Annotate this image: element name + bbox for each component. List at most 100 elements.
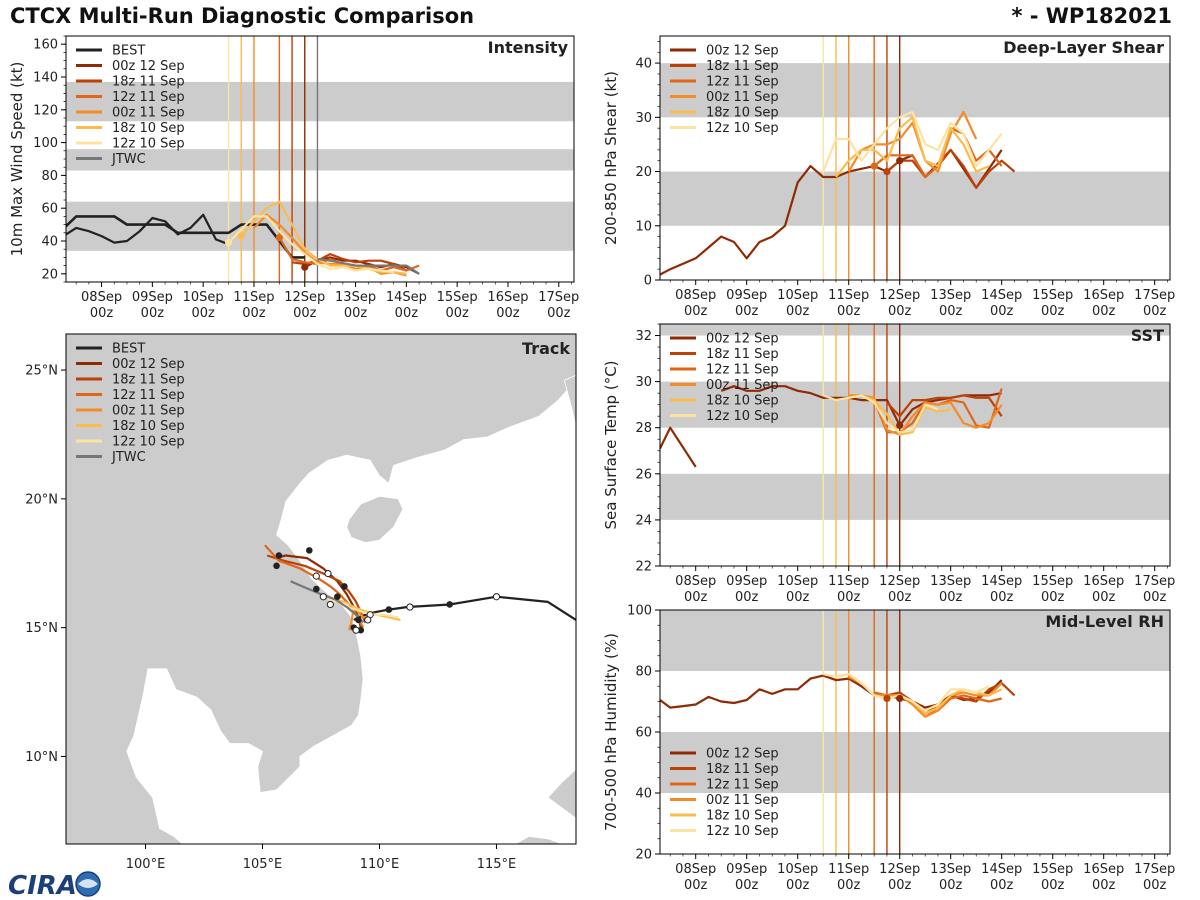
x-tick-date: 12Sep — [879, 862, 920, 877]
x-tick-label: 12Sep 00z — [879, 862, 920, 893]
x-tick-label: 13Sep 00z — [930, 862, 971, 893]
x-tick-hour: 00z — [1092, 590, 1116, 605]
track-point-open — [364, 616, 372, 624]
x-tick-hour: 00z — [990, 304, 1014, 319]
x-tick-date: 16Sep — [1083, 862, 1124, 877]
band — [660, 324, 1170, 336]
legend-label-12z-11-sep: 12z 11 Sep — [706, 778, 779, 793]
y-tick-label: 32 — [635, 329, 652, 344]
marker-12z-11-sep — [275, 234, 283, 242]
legend-label-00z-12-sep: 00z 12 Sep — [706, 44, 779, 59]
x-tick-label: 08Sep 00z — [675, 288, 716, 319]
x-tick-label: 09Sep 00z — [726, 574, 767, 605]
x-tick-hour: 00z — [786, 590, 810, 605]
marker-18z-11-sep — [883, 694, 891, 703]
x-tick-hour: 00z — [1092, 878, 1116, 893]
x-tick-label: 11Sep 00z — [233, 290, 274, 321]
legend-label-00z-11-sep: 00z 11 Sep — [112, 404, 185, 419]
x-tick-date: 08Sep — [675, 574, 716, 589]
x-tick-label: 10Sep 00z — [777, 574, 818, 605]
x-tick-hour: 00z — [293, 306, 317, 321]
x-tick-hour: 00z — [191, 306, 215, 321]
x-tick-date: 12Sep — [879, 574, 920, 589]
x-tick-label: 13Sep 00z — [930, 288, 971, 319]
band — [660, 610, 1170, 671]
x-tick-label: 15Sep 00z — [1032, 862, 1073, 893]
x-tick-date: 14Sep — [981, 574, 1022, 589]
x-tick-date: 14Sep — [981, 862, 1022, 877]
legend-label-00z-11-sep: 00z 11 Sep — [706, 90, 779, 105]
x-tick-hour: 00z — [837, 304, 861, 319]
legend-label-00z-11-sep: 00z 11 Sep — [112, 106, 185, 121]
x-tick-date: 09Sep — [726, 574, 767, 589]
y-tick-label: 60 — [41, 202, 58, 217]
series-12z-10-sep — [822, 110, 1003, 173]
y-tick-label: 30 — [635, 111, 652, 126]
legend-label-jtwc: JTWC — [111, 152, 146, 167]
x-tick-hour: 00z — [684, 304, 708, 319]
x-tick-date: 09Sep — [726, 288, 767, 303]
track-point-open — [406, 603, 414, 611]
track-point-open — [492, 593, 501, 601]
track-point-filled — [446, 601, 453, 608]
x-tick-hour: 00z — [990, 878, 1014, 893]
x-tick-date: 08Sep — [81, 290, 122, 305]
marker-00z-12-sep — [896, 694, 904, 703]
x-tick-label: 10Sep 00z — [777, 288, 818, 319]
x-tick-label: 16Sep 00z — [487, 290, 528, 321]
x-tick-date: 08Sep — [675, 288, 716, 303]
y-tick-label: 100 — [33, 136, 58, 151]
track-point-filled — [306, 547, 313, 554]
y-tick-label: 20 — [41, 267, 58, 282]
series-18z-11-sep — [886, 148, 1016, 189]
y-tick-label: 20°N — [25, 492, 58, 507]
y-tick-label: 10°N — [25, 750, 58, 765]
track-point-filled — [313, 585, 320, 593]
legend-label-jtwc: JTWC — [111, 450, 146, 465]
series-18z-10-sep — [240, 200, 407, 275]
marker-12z-10-sep — [224, 239, 233, 247]
map-area — [66, 334, 576, 844]
track-point-filled — [273, 562, 280, 570]
band — [660, 63, 1170, 118]
y-axis-label: 700-500 hPa Humidity (%) — [602, 633, 620, 831]
legend-label-00z-12-sep: 00z 12 Sep — [706, 747, 779, 762]
plot-area — [66, 36, 574, 282]
track-point-open — [312, 572, 320, 580]
y-tick-label: 20 — [635, 848, 652, 863]
legend-label-best: BEST — [112, 44, 145, 59]
x-tick-label: 100°E — [126, 857, 166, 872]
x-tick-label: 14Sep 00z — [981, 288, 1022, 319]
x-tick-date: 11Sep — [828, 862, 869, 877]
band — [66, 81, 574, 122]
x-tick-label: 09Sep 00z — [726, 862, 767, 893]
y-tick-label: 15°N — [25, 621, 58, 636]
x-tick-date: 09Sep — [132, 290, 173, 305]
x-tick-label: 10Sep 00z — [183, 290, 224, 321]
logo-text: CIRA — [8, 871, 77, 900]
series-00z-12-sep — [660, 674, 1003, 709]
band — [660, 171, 1170, 226]
x-tick-hour: 00z — [90, 306, 114, 321]
x-tick-label: 15Sep 00z — [1032, 288, 1073, 319]
series-00z-11-sep — [253, 213, 407, 277]
x-tick-hour: 00z — [735, 878, 759, 893]
legend-label-12z-10-sep: 12z 10 Sep — [706, 824, 779, 839]
x-tick-hour: 00z — [547, 306, 571, 321]
x-tick-label: 10Sep 00z — [777, 862, 818, 893]
x-tick-date: 11Sep — [828, 574, 869, 589]
x-tick-label: 11Sep 00z — [828, 574, 869, 605]
x-tick-label: 08Sep 00z — [675, 574, 716, 605]
marker-00z-12-sep — [896, 421, 904, 430]
legend-label-12z-10-sep: 12z 10 Sep — [112, 435, 185, 450]
y-tick-label: 40 — [635, 787, 652, 802]
marker-18z-10-sep — [237, 232, 245, 240]
taiwan-edge — [563, 374, 576, 427]
legend-label-00z-11-sep: 00z 11 Sep — [706, 378, 779, 393]
x-tick-hour: 00z — [786, 304, 810, 319]
x-tick-date: 10Sep — [777, 574, 818, 589]
x-tick-label: 13Sep 00z — [930, 574, 971, 605]
y-tick-label: 22 — [635, 560, 652, 575]
